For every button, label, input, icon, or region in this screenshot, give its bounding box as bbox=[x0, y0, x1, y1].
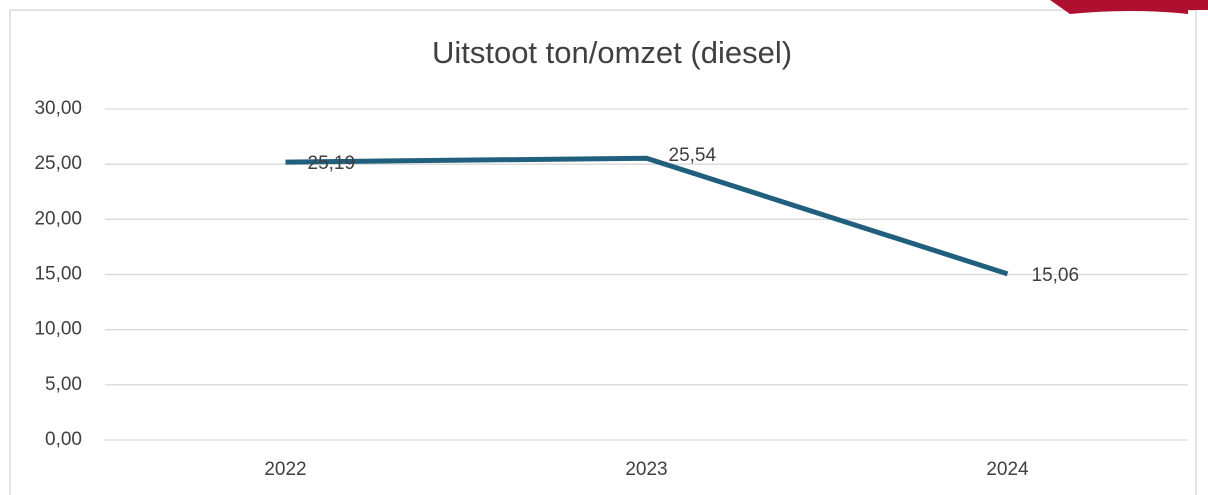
corner-decoration bbox=[1050, 0, 1208, 14]
x-tick-label: 2023 bbox=[625, 459, 667, 480]
chart-title: Uitstoot ton/omzet (diesel) bbox=[432, 35, 792, 70]
y-tick-label: 25,00 bbox=[34, 153, 82, 174]
data-line bbox=[285, 155, 1009, 277]
y-tick-label: 20,00 bbox=[34, 208, 82, 229]
x-tick-label: 2022 bbox=[264, 459, 306, 480]
y-tick-label: 15,00 bbox=[34, 264, 82, 285]
chart-frame bbox=[9, 9, 1197, 495]
y-tick-label: 5,00 bbox=[45, 374, 82, 395]
x-tick-label: 2024 bbox=[986, 459, 1029, 480]
y-tick-label: 0,00 bbox=[45, 429, 82, 450]
y-tick-label: 10,00 bbox=[34, 319, 82, 340]
data-label: 25,54 bbox=[669, 145, 717, 166]
y-tick-label: 30,00 bbox=[34, 98, 82, 119]
data-label: 15,06 bbox=[1032, 265, 1080, 286]
data-label: 25,19 bbox=[308, 153, 356, 174]
